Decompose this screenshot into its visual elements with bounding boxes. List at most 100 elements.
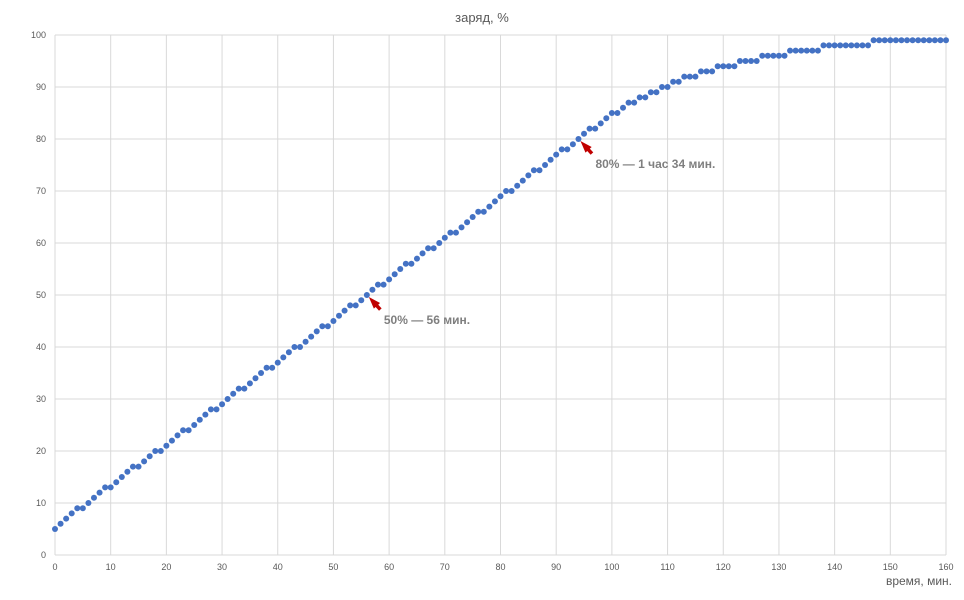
data-point [230, 390, 237, 397]
data-point [141, 458, 148, 465]
data-point [686, 73, 693, 80]
data-point [224, 396, 231, 402]
y-tick-label: 40 [36, 342, 46, 352]
data-point [892, 37, 899, 44]
data-point [831, 42, 838, 49]
data-point [291, 344, 298, 350]
chart-title: заряд, % [455, 10, 509, 25]
data-point [436, 240, 443, 246]
data-point [491, 198, 498, 205]
data-point [341, 307, 348, 314]
data-point [352, 302, 359, 309]
x-tick-label: 0 [52, 562, 57, 572]
data-point [219, 401, 226, 408]
x-axis-tick-labels: 0 10 20 30 40 50 60 70 80 90 100 110 120 130 140 150 160 [52, 562, 953, 572]
data-point [118, 474, 125, 480]
data-point [826, 42, 833, 49]
data-point [191, 422, 198, 428]
data-point [480, 208, 487, 215]
data-point [887, 37, 894, 44]
data-point [241, 385, 248, 392]
x-tick-label: 30 [217, 562, 227, 572]
annotation-label: 50% — 56 мин. [384, 313, 470, 327]
y-tick-label: 20 [36, 446, 46, 456]
data-point [475, 208, 482, 215]
data-point [207, 406, 214, 413]
annotations: 50% — 56 мин. 80% — 1 час 34 мин. [368, 141, 715, 327]
x-tick-label: 110 [660, 562, 674, 572]
data-point [787, 47, 794, 54]
data-point [876, 37, 883, 44]
data-point [620, 104, 627, 111]
data-point [469, 214, 476, 220]
x-tick-label: 20 [161, 562, 171, 572]
data-point [814, 47, 821, 54]
data-point [258, 370, 265, 376]
data-point [653, 89, 660, 96]
y-tick-label: 30 [36, 394, 46, 404]
data-point [263, 364, 270, 371]
data-point [57, 520, 64, 527]
annotation-arrow-shaft [371, 300, 382, 311]
data-point [848, 42, 855, 49]
data-point [408, 260, 415, 267]
data-series [52, 37, 949, 532]
data-point [542, 162, 549, 168]
data-point [803, 47, 810, 54]
data-point [252, 375, 259, 382]
data-point [842, 42, 849, 49]
data-point [725, 63, 732, 70]
data-point [664, 84, 671, 90]
data-point [79, 505, 86, 512]
data-point [235, 385, 242, 392]
y-tick-label: 50 [36, 290, 46, 300]
data-point [347, 302, 354, 309]
data-point [413, 255, 420, 262]
data-point [881, 37, 888, 44]
data-point [714, 63, 721, 70]
data-point [614, 110, 621, 116]
data-point [464, 219, 471, 226]
data-point [508, 188, 515, 194]
data-point [519, 177, 526, 184]
data-point [430, 245, 437, 252]
data-point [770, 52, 777, 59]
data-point [397, 266, 404, 272]
y-tick-label: 0 [41, 550, 46, 560]
data-point [909, 37, 916, 44]
data-point [486, 203, 493, 210]
data-point [135, 463, 142, 470]
data-point [759, 52, 766, 59]
x-tick-label: 50 [328, 562, 338, 572]
data-point [391, 271, 398, 278]
data-point [926, 37, 933, 44]
data-point [564, 146, 571, 153]
y-axis-tick-labels: 0 10 20 30 40 50 60 70 80 90 100 [31, 30, 46, 560]
data-point [681, 73, 688, 80]
data-point [146, 453, 153, 460]
data-point [898, 37, 905, 44]
data-point [792, 47, 799, 54]
x-tick-label: 40 [273, 562, 283, 572]
data-point [603, 115, 610, 122]
data-point [943, 37, 949, 44]
data-point [809, 47, 816, 54]
data-point [859, 42, 866, 49]
data-point [904, 37, 911, 44]
x-tick-label: 160 [938, 562, 953, 572]
data-point [129, 463, 136, 470]
annotation-label: 80% — 1 час 34 мин. [595, 157, 715, 171]
data-point [180, 427, 187, 434]
data-point [753, 58, 760, 64]
data-point [514, 182, 521, 189]
y-tick-label: 70 [36, 186, 46, 196]
data-point [285, 349, 292, 356]
data-point [102, 484, 109, 491]
x-tick-label: 140 [827, 562, 842, 572]
data-point [558, 146, 565, 153]
data-point [74, 505, 81, 512]
data-point [213, 406, 220, 413]
data-point [96, 489, 103, 496]
data-point [163, 442, 170, 449]
data-point [670, 78, 677, 85]
